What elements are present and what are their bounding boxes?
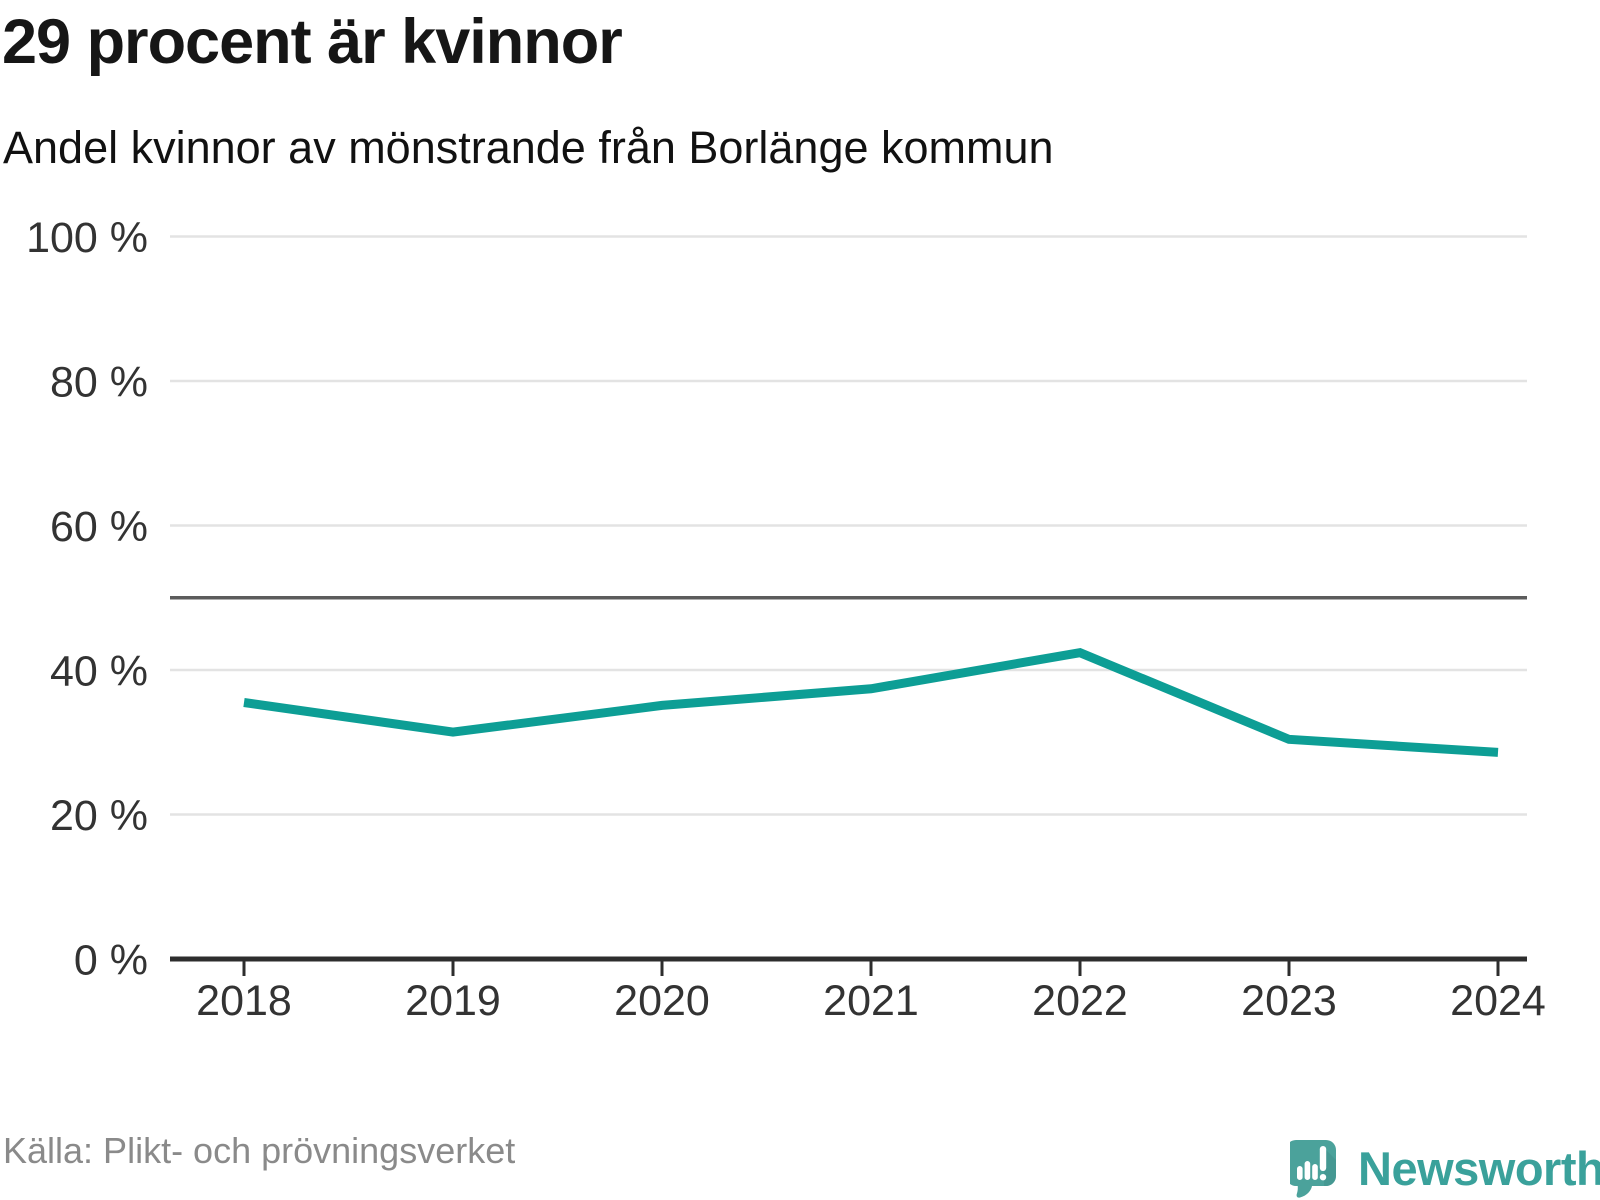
logo-exclamation-dot (1319, 1174, 1327, 1181)
gridlines (170, 235, 1527, 816)
logo-bar-2 (1304, 1161, 1311, 1180)
x-tick-label-2019: 2019 (405, 977, 501, 1025)
x-tick-label-2022: 2022 (1032, 977, 1128, 1025)
y-tick-label-20: 20 % (50, 792, 148, 840)
logo-bar-1 (1297, 1166, 1303, 1180)
y-tick-label-100: 100 % (26, 214, 148, 262)
x-axis (170, 956, 1527, 976)
data-line-Andel kvinnor av mönstrande (243, 648, 1499, 757)
y-tick-label-60: 60 % (50, 503, 148, 551)
x-tick-label-2023: 2023 (1241, 977, 1337, 1025)
source-note: Källa: Plikt- och prövningsverket (3, 1130, 516, 1171)
x-tick-label-2020: 2020 (614, 977, 710, 1025)
data-series-line (243, 648, 1499, 757)
x-axis-labels: 2018 2019 2020 2021 2022 2023 2024 (196, 977, 1546, 1025)
logo-exclamation-bar (1319, 1146, 1327, 1171)
y-tick-label-80: 80 % (50, 358, 148, 406)
y-tick-label-0: 0 % (74, 936, 148, 984)
x-tick-label-2024: 2024 (1450, 977, 1546, 1025)
x-tick-label-2018: 2018 (196, 977, 292, 1025)
y-tick-label-40: 40 % (50, 647, 148, 695)
chart-title: 29 procent är kvinnor (2, 7, 623, 77)
newsworthy-logo-icon (1290, 1140, 1336, 1198)
logo-bar-3 (1312, 1164, 1318, 1180)
brand-name: Newsworthy (1358, 1142, 1600, 1195)
x-tick-label-2021: 2021 (823, 977, 919, 1025)
logo-shadow (1324, 1148, 1336, 1186)
y-axis-labels: 0 % 20 % 40 % 60 % 80 % 100 % (26, 214, 148, 984)
chart-subtitle: Andel kvinnor av mönstrande från Borläng… (3, 122, 1054, 173)
brand-logo: Newsworthy (1290, 1140, 1600, 1198)
